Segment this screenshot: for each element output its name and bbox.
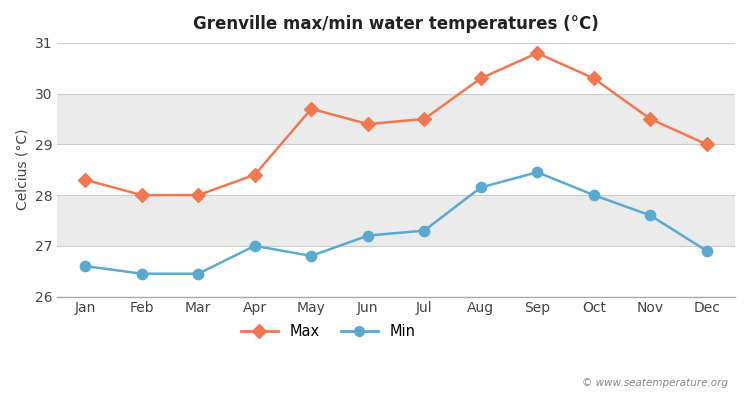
Point: [700, 141, 712, 148]
Point: [249, 172, 261, 178]
Point: [475, 75, 487, 82]
Point: [588, 192, 600, 198]
Point: [531, 50, 543, 56]
Point: [305, 253, 317, 259]
Point: [419, 227, 430, 234]
Point: [136, 270, 148, 277]
Bar: [57, 195, 735, 246]
Point: [80, 177, 92, 183]
Point: [475, 184, 487, 191]
Legend: Max, Min: Max, Min: [236, 318, 422, 345]
Point: [644, 212, 656, 218]
Y-axis label: Celcius (°C): Celcius (°C): [15, 129, 29, 210]
Bar: [57, 144, 735, 195]
Point: [419, 116, 430, 122]
Point: [531, 169, 543, 176]
Point: [305, 106, 317, 112]
Point: [80, 263, 92, 269]
Point: [700, 248, 712, 254]
Point: [136, 192, 148, 198]
Title: Grenville max/min water temperatures (°C): Grenville max/min water temperatures (°C…: [194, 15, 599, 33]
Point: [192, 192, 204, 198]
Point: [362, 232, 374, 239]
Bar: [57, 246, 735, 296]
Point: [192, 270, 204, 277]
Text: © www.seatemperature.org: © www.seatemperature.org: [581, 378, 728, 388]
Bar: [57, 43, 735, 94]
Point: [644, 116, 656, 122]
Point: [588, 75, 600, 82]
Point: [249, 243, 261, 249]
Point: [362, 121, 374, 127]
Bar: [57, 94, 735, 144]
